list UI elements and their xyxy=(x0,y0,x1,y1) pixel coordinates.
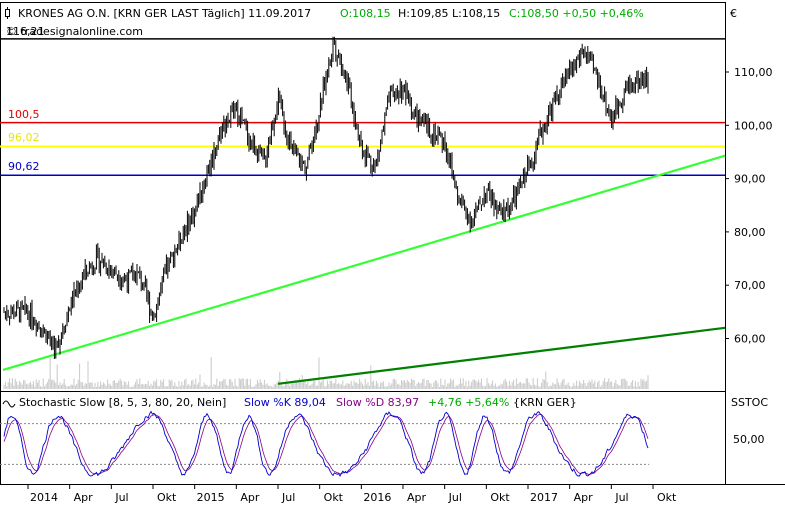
x-tick-label: Jul xyxy=(614,491,628,504)
x-tick-label: Apr xyxy=(240,491,260,504)
stochastic-instrument: {KRN GER} xyxy=(513,396,577,409)
x-tick-label: 2015 xyxy=(197,491,225,504)
stochastic-change: +4,76 +5,64% xyxy=(428,396,509,409)
x-tick-label: Jul xyxy=(114,491,128,504)
x-tick-label: Okt xyxy=(157,491,177,504)
x-tick-label: Okt xyxy=(324,491,344,504)
x-tick-label: Apr xyxy=(574,491,594,504)
stochastic-k-value: Slow %K 89,04 xyxy=(244,396,326,409)
stochastic-d-value: Slow %D 83,97 xyxy=(336,396,419,409)
x-tick-label: Jul xyxy=(448,491,462,504)
top-level-label: 116,21 xyxy=(6,25,45,38)
stochastic-legend: Stochastic Slow [8, 5, 3, 80, 20, Nein] … xyxy=(2,396,768,446)
y-tick-label: 110,00 xyxy=(734,66,773,79)
y-tick-label: 60,00 xyxy=(734,333,766,346)
x-tick-label: Apr xyxy=(407,491,427,504)
header-legend: KRONES AG O.N. [KRN GER LAST Täglich] 11… xyxy=(5,7,737,38)
x-tick-label: Okt xyxy=(490,491,510,504)
trendline-1 xyxy=(277,326,726,385)
y-tick-label: 90,00 xyxy=(734,173,766,186)
level-label-yellow: 96,02 xyxy=(8,131,40,144)
level-labels: 100,5 96,02 90,62 xyxy=(8,108,40,173)
watermark: © tradesignalonline.com xyxy=(6,25,143,38)
x-tick-label: 2014 xyxy=(30,491,58,504)
x-tick-label: 2017 xyxy=(530,491,558,504)
x-tick-label: 2016 xyxy=(363,491,391,504)
price-candles xyxy=(3,36,649,359)
currency-label: € xyxy=(730,7,737,20)
open-value: O:108,15 xyxy=(340,7,391,20)
wave-icon xyxy=(2,400,16,408)
time-axis: 2014 Apr Jul Okt 2015 Apr Jul Okt 2016 Apr Jul Okt 2… xyxy=(27,484,677,504)
level-label-red: 100,5 xyxy=(8,108,40,121)
stochastic-lines xyxy=(0,410,650,477)
trendline-0 xyxy=(2,154,726,372)
x-tick-label: Jul xyxy=(281,491,295,504)
trendlines xyxy=(2,154,726,385)
stochastic-k-line xyxy=(3,410,649,477)
price-panel-frame xyxy=(0,2,726,392)
volume-bars xyxy=(3,357,649,389)
x-tick-label: Apr xyxy=(74,491,94,504)
y-tick-label: 80,00 xyxy=(734,226,766,239)
price-axis: 110,00 100,00 90,00 80,00 70,00 60,00 xyxy=(725,66,773,346)
high-low-values: H:109,85 L:108,15 xyxy=(398,7,500,20)
stochastic-panel-label: SSTOC xyxy=(731,396,768,409)
level-label-blue: 90,62 xyxy=(8,160,40,173)
y-tick-label: 100,00 xyxy=(734,119,773,132)
candlestick-icon xyxy=(5,7,10,19)
close-change: C:108,50 +0,50 +0,46% xyxy=(509,7,644,20)
y-tick-label: 70,00 xyxy=(734,279,766,292)
stochastic-title: Stochastic Slow [8, 5, 3, 80, 20, Nein] xyxy=(19,396,226,409)
instrument-title: KRONES AG O.N. [KRN GER LAST Täglich] 11… xyxy=(18,7,311,20)
x-tick-label: Okt xyxy=(657,491,677,504)
stochastic-tick-label: 50,00 xyxy=(733,433,765,446)
